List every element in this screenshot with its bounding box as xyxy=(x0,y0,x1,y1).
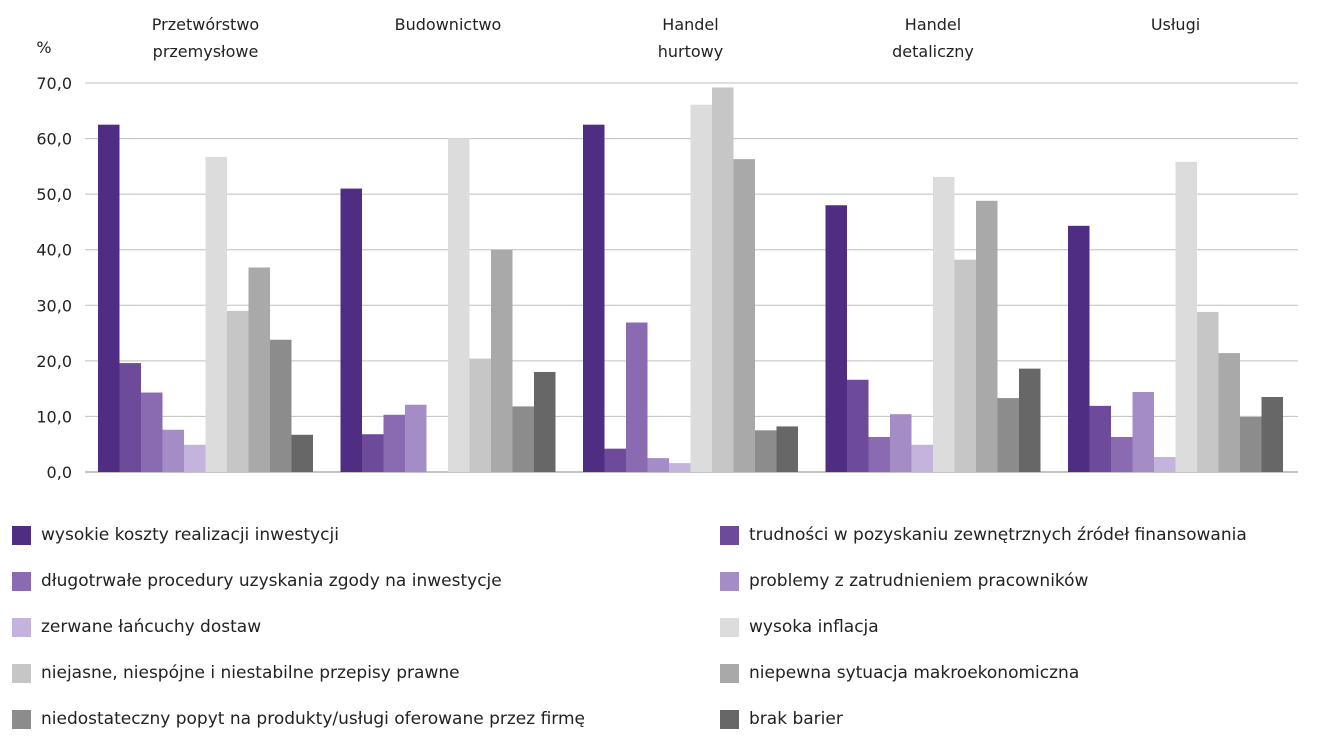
bar xyxy=(362,434,384,472)
bar xyxy=(933,176,955,472)
bar xyxy=(1154,456,1176,472)
bar xyxy=(1197,311,1219,472)
bar xyxy=(1111,436,1133,472)
legend-swatch xyxy=(720,617,739,637)
bar xyxy=(1089,405,1111,472)
bar xyxy=(997,398,1019,472)
legend-item: problemy z zatrudnieniem pracowników xyxy=(720,571,1088,591)
bar xyxy=(491,249,513,472)
legend-label: wysoka inflacja xyxy=(749,617,879,637)
bar xyxy=(755,430,777,472)
legend-label: problemy z zatrudnieniem pracowników xyxy=(749,571,1089,591)
bar xyxy=(205,156,227,472)
bar xyxy=(248,267,270,472)
bar xyxy=(383,414,405,472)
legend-label: niepewna sytuacja makroekonomiczna xyxy=(749,663,1080,683)
category-label: detaliczny xyxy=(892,42,974,61)
bar xyxy=(1068,225,1090,472)
bar xyxy=(141,392,163,472)
bar xyxy=(868,436,890,472)
y-tick-label: 10,0 xyxy=(36,407,72,426)
legend-swatch xyxy=(12,525,31,545)
bar xyxy=(405,404,427,472)
bar xyxy=(626,322,648,472)
bar xyxy=(1261,396,1283,472)
bar xyxy=(825,205,847,472)
category-label: Budownictwo xyxy=(395,15,502,34)
bar xyxy=(448,138,470,473)
y-axis-unit: % xyxy=(36,38,51,57)
bar xyxy=(512,406,534,472)
legend-item: długotrwałe procedury uzyskania zgody na… xyxy=(12,571,502,591)
bar xyxy=(776,426,798,472)
bar xyxy=(890,414,912,472)
bar xyxy=(469,358,491,472)
bar xyxy=(583,124,605,472)
bar xyxy=(270,339,292,472)
bar xyxy=(1240,416,1262,472)
y-tick-label: 50,0 xyxy=(36,185,72,204)
bar xyxy=(690,104,712,473)
legend-item: niejasne, niespójne i niestabilne przepi… xyxy=(12,663,460,683)
category-label: hurtowy xyxy=(658,42,723,61)
bar xyxy=(712,87,734,473)
legend-label: niejasne, niespójne i niestabilne przepi… xyxy=(41,663,460,683)
bar xyxy=(911,444,933,472)
bar xyxy=(604,448,626,472)
category-label: Usługi xyxy=(1151,15,1200,34)
legend-item: niedostateczny popyt na produkty/usługi … xyxy=(12,709,585,729)
legend-swatch xyxy=(12,709,31,729)
bar xyxy=(291,434,313,472)
category-label: Handel xyxy=(662,15,718,34)
legend-label: brak barier xyxy=(749,709,843,729)
legend-item: zerwane łańcuchy dostaw xyxy=(12,617,261,637)
category-label: Handel xyxy=(905,15,961,34)
bar xyxy=(1175,161,1197,472)
y-tick-label: 0,0 xyxy=(47,463,72,482)
legend-swatch xyxy=(12,571,31,591)
legend-item: niepewna sytuacja makroekonomiczna xyxy=(720,663,1079,683)
bar xyxy=(1218,353,1240,472)
legend-item: trudności w pozyskaniu zewnętrznych źród… xyxy=(720,525,1247,545)
bar xyxy=(227,310,249,472)
category-label: Przetwórstwo xyxy=(152,15,259,34)
legend-swatch xyxy=(720,709,739,729)
legend-item: wysoka inflacja xyxy=(720,617,879,637)
bar xyxy=(119,363,141,472)
bar xyxy=(184,444,206,472)
bar xyxy=(340,188,362,473)
y-tick-label: 20,0 xyxy=(36,352,72,371)
legend-swatch xyxy=(720,525,739,545)
bar xyxy=(1019,368,1041,472)
bar xyxy=(1132,391,1154,472)
legend-label: trudności w pozyskaniu zewnętrznych źród… xyxy=(749,525,1247,545)
legend-label: zerwane łańcuchy dostaw xyxy=(41,617,262,637)
legend-label: długotrwałe procedury uzyskania zgody na… xyxy=(41,571,502,591)
y-tick-label: 30,0 xyxy=(36,296,72,315)
y-tick-label: 40,0 xyxy=(36,241,72,260)
legend-swatch xyxy=(12,663,31,683)
legend-swatch xyxy=(12,617,31,637)
legend-label: niedostateczny popyt na produkty/usługi … xyxy=(41,709,585,729)
bar xyxy=(534,371,556,472)
bar xyxy=(669,463,691,472)
bar xyxy=(733,159,755,472)
legend-swatch xyxy=(720,571,739,591)
bar xyxy=(647,458,669,472)
bar-chart: 0,0 10,0 20,0 30,0 40,0 50,0 60,0 70,0% Przetwór… xyxy=(36,15,1298,482)
bar xyxy=(954,259,976,472)
bar xyxy=(98,124,120,472)
bar xyxy=(162,429,184,472)
y-tick-label: 60,0 xyxy=(36,130,72,149)
legend: wysokie koszty realizacji inwestycji trud… xyxy=(0,515,1321,747)
category-label: przemysłowe xyxy=(153,42,259,61)
legend-label: wysokie koszty realizacji inwestycji xyxy=(41,525,339,545)
y-tick-label: 70,0 xyxy=(36,74,72,93)
bar xyxy=(976,200,998,472)
bar xyxy=(847,379,869,472)
legend-item: wysokie koszty realizacji inwestycji xyxy=(12,525,339,545)
legend-item: brak barier xyxy=(720,709,843,729)
legend-swatch xyxy=(720,663,739,683)
